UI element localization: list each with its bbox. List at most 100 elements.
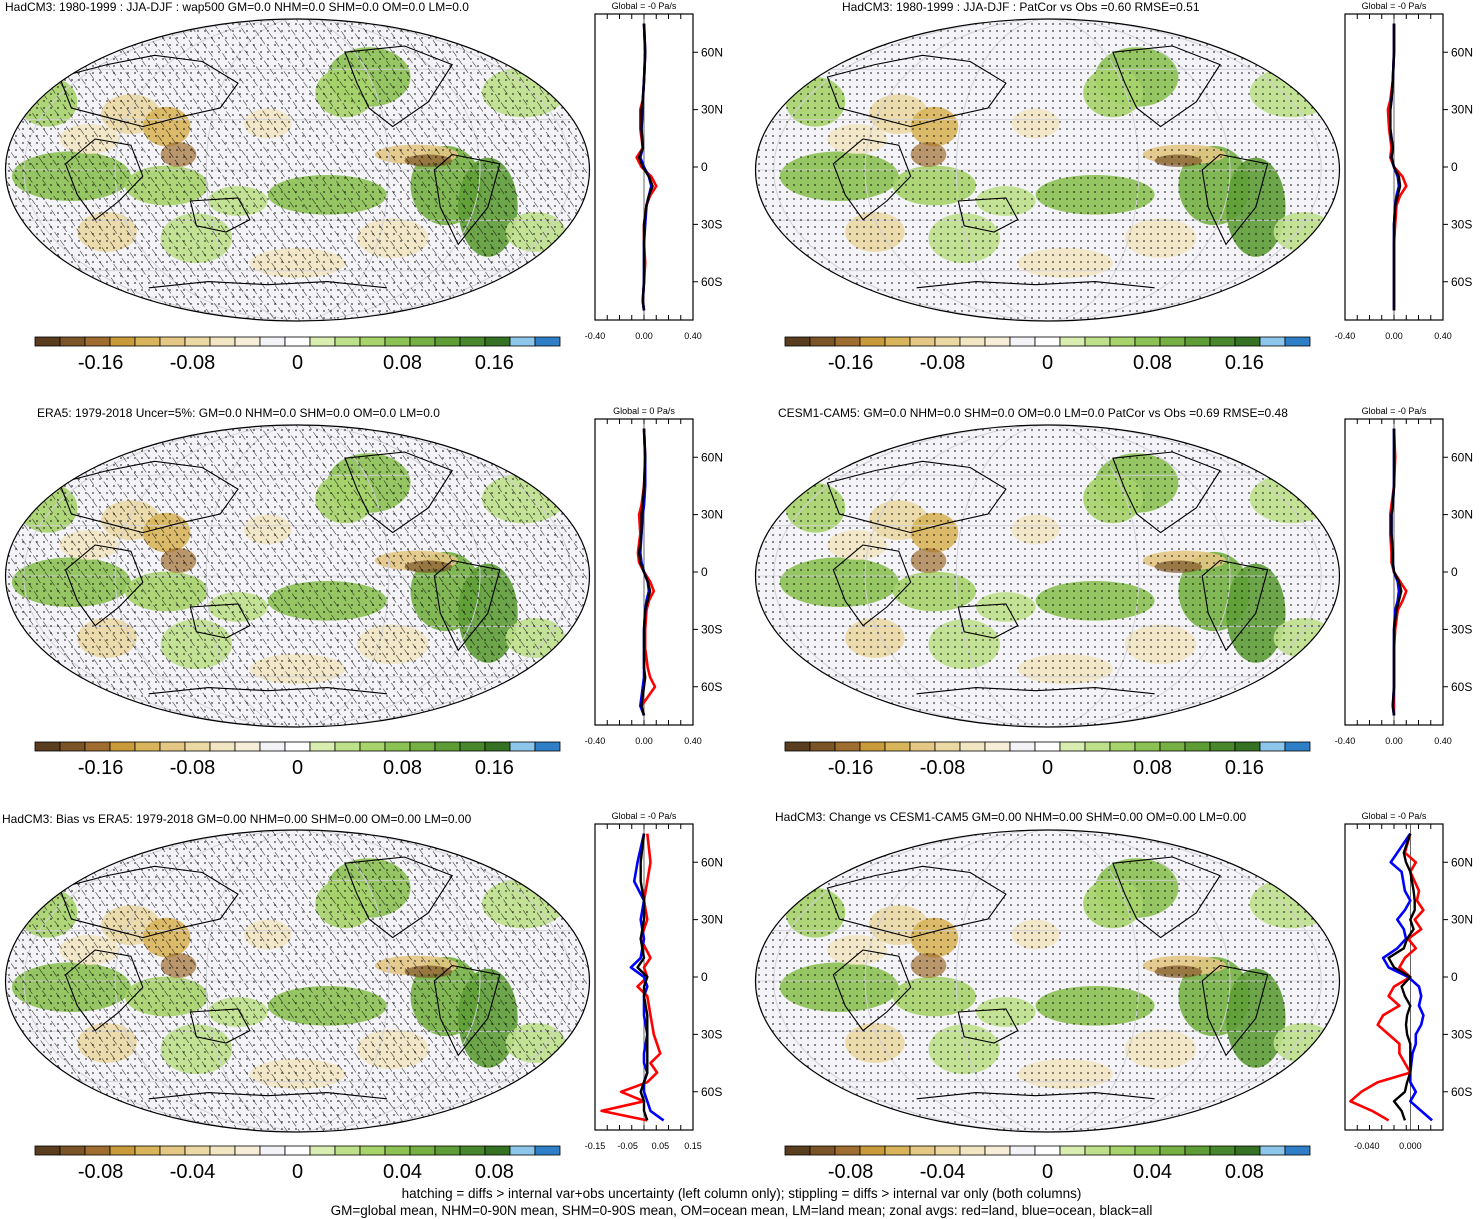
colorbar-swatch — [1234, 336, 1261, 347]
coastline — [1112, 451, 1221, 534]
y-tick-label: 30S — [701, 217, 722, 231]
colorbar-swatch — [1034, 336, 1061, 347]
colorbar-swatch — [1109, 336, 1136, 347]
x-tick-label: 0.40 — [1434, 331, 1452, 341]
colorbar-swatch — [934, 741, 961, 752]
colorbar-tick-label: -0.08 — [170, 352, 216, 374]
coastline — [957, 197, 1019, 233]
coastline — [64, 544, 144, 627]
zonal-global-mean-header: Global = -0 Pa/s — [1362, 811, 1427, 821]
colorbar-swatch — [1284, 741, 1311, 752]
colorbar-swatch — [384, 336, 411, 347]
colorbar-swatch — [809, 336, 836, 347]
colorbar-tick-label: 0.04 — [1133, 1161, 1172, 1183]
colorbar-swatch — [334, 741, 361, 752]
x-tick-label: -0.40 — [585, 331, 606, 341]
colorbar-swatch — [484, 741, 511, 752]
colorbar-swatch — [409, 336, 436, 347]
colorbar-tick-label: 0.04 — [383, 1161, 422, 1183]
colorbar-swatch — [84, 1145, 111, 1156]
map-frame — [754, 829, 1341, 1133]
colorbar-swatch — [1259, 741, 1286, 752]
y-tick-label: 60S — [701, 275, 722, 289]
coastline — [826, 460, 1007, 534]
map-frame — [754, 18, 1341, 322]
coastline — [832, 544, 912, 627]
colorbar-swatch — [159, 741, 186, 752]
coastline — [189, 1008, 251, 1044]
x-tick-label: -0.15 — [585, 1141, 606, 1151]
x-tick-label: -0.40 — [1335, 736, 1356, 746]
colorbar-swatch — [1109, 741, 1136, 752]
colorbar-swatch — [784, 336, 811, 347]
x-tick-label: 0.000 — [1399, 1141, 1422, 1151]
colorbar-swatch — [159, 1145, 186, 1156]
footer-hatching-note: hatching = diffs > internal var+obs unce… — [401, 1186, 1082, 1201]
colorbar-swatch — [409, 741, 436, 752]
colorbar-swatch — [1284, 1145, 1311, 1156]
coastline — [148, 687, 387, 695]
coastline — [58, 865, 239, 939]
colorbar-swatch — [434, 741, 461, 752]
map-frame — [4, 829, 591, 1133]
x-tick-label: 0.05 — [652, 1141, 670, 1151]
coastline — [433, 964, 501, 1057]
colorbar-tick-label: 0 — [1042, 757, 1053, 779]
colorbar: -0.08 -0.04 0 0.04 0.08 — [784, 1145, 1311, 1183]
coastline — [433, 153, 501, 246]
colorbar-swatch — [1134, 336, 1161, 347]
y-tick-label: 0 — [1451, 970, 1458, 984]
colorbar-swatch — [1009, 336, 1036, 347]
coastline — [916, 1092, 1155, 1100]
colorbar-swatch — [784, 1145, 811, 1156]
colorbar-swatch — [309, 1145, 336, 1156]
colorbar-swatch — [109, 1145, 136, 1156]
colorbar-tick-label: 0.16 — [475, 757, 514, 779]
colorbar-swatch — [1059, 1145, 1086, 1156]
zonal-mean-plot: Global = -0 Pa/s 60N 30N 0 30S 60S -0.40 0.00 0.… — [1335, 406, 1473, 746]
panel-title: HadCM3: 1980-1999 : JJA-DJF : PatCor vs … — [842, 0, 1200, 14]
colorbar-swatch — [509, 741, 536, 752]
colorbar-swatch — [334, 1145, 361, 1156]
colorbar-tick-label: 0 — [1042, 352, 1053, 374]
zonal-global-mean-header: Global = -0 Pa/s — [1362, 1, 1427, 11]
y-tick-label: 30N — [1451, 103, 1473, 117]
coastline — [58, 54, 239, 128]
y-tick-label: 60N — [701, 450, 723, 464]
colorbar-swatch — [34, 741, 61, 752]
coastline — [957, 1008, 1019, 1044]
coastline — [433, 559, 501, 652]
coastline — [189, 197, 251, 233]
colorbar-swatch — [84, 741, 111, 752]
map-plot — [4, 18, 591, 322]
colorbar-swatch — [1034, 1145, 1061, 1156]
zonal-mean-plot: Global = 0 Pa/s 60N 30N 0 30S 60S -0.40 0.00 0.4… — [585, 406, 723, 746]
coastline — [916, 687, 1155, 695]
zonal-line-all — [1389, 23, 1402, 311]
map-plot — [4, 829, 591, 1133]
y-tick-label: 60N — [701, 45, 723, 59]
colorbar-swatch — [884, 336, 911, 347]
colorbar-swatch — [534, 1145, 561, 1156]
x-tick-label: 0.15 — [684, 1141, 702, 1151]
colorbar-swatch — [809, 741, 836, 752]
y-tick-label: 30S — [701, 1027, 722, 1041]
coastline — [1201, 559, 1269, 652]
colorbar-swatch — [859, 336, 886, 347]
colorbar-swatch — [59, 741, 86, 752]
x-tick-label: 0.40 — [1434, 736, 1452, 746]
zonal-line-all — [1390, 428, 1403, 716]
colorbar-tick-label: -0.08 — [170, 757, 216, 779]
colorbar: -0.08 -0.04 0 0.04 0.08 — [34, 1145, 561, 1183]
colorbar-swatch — [309, 741, 336, 752]
colorbar-swatch — [284, 1145, 311, 1156]
x-tick-label: -0.05 — [617, 1141, 638, 1151]
colorbar-swatch — [834, 1145, 861, 1156]
colorbar-tick-label: -0.08 — [920, 757, 966, 779]
colorbar-swatch — [984, 1145, 1011, 1156]
colorbar-swatch — [34, 1145, 61, 1156]
colorbar-swatch — [959, 336, 986, 347]
colorbar-swatch — [809, 1145, 836, 1156]
colorbar-tick-label: 0.08 — [1133, 352, 1172, 374]
y-tick-label: 60N — [1451, 855, 1473, 869]
